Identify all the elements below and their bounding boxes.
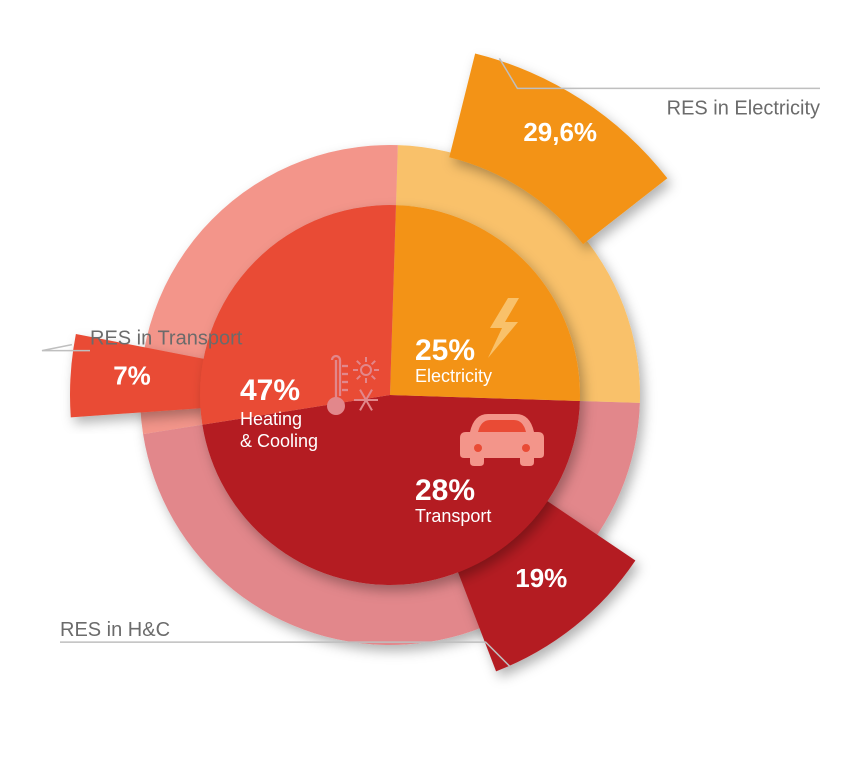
transport-outlabel: RES in Transport — [90, 328, 243, 350]
transport-breakout-percent: 7% — [113, 360, 151, 390]
electricity-label: Electricity — [415, 366, 492, 386]
elec-breakout-percent: 29,6% — [523, 117, 597, 147]
hc-breakout-percent: 19% — [515, 563, 567, 593]
transport-percent: 28% — [415, 474, 475, 507]
heating-percent: 47% — [240, 374, 300, 407]
heating-label-2: & Cooling — [240, 431, 318, 451]
energy-pie-chart: 47%Heating& Cooling 25%Electricity 28%Tran… — [0, 0, 860, 765]
electricity-percent: 25% — [415, 334, 475, 367]
hc-outlabel-leader — [60, 642, 512, 668]
transport-label: Transport — [415, 506, 491, 526]
hc-outlabel: RES in H&C — [60, 619, 170, 641]
electricity-outlabel: RES in Electricity — [667, 97, 820, 119]
heating-label-1: Heating — [240, 409, 302, 429]
